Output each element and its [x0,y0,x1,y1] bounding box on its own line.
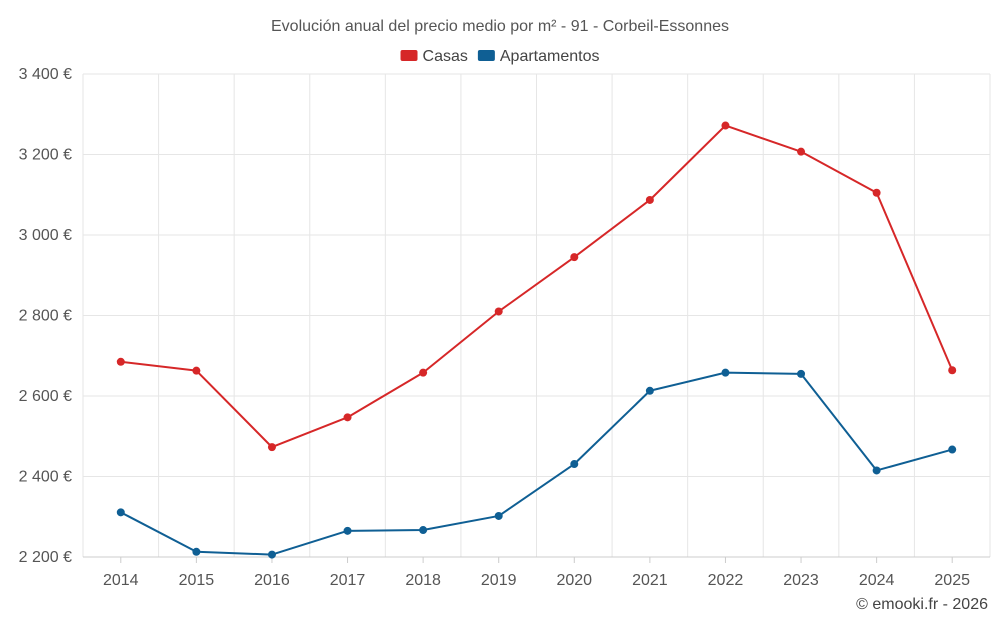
x-tick-label: 2019 [481,572,517,589]
data-point[interactable] [192,366,201,375]
data-point[interactable] [267,443,276,452]
y-axis: 2 200 € 2 400 € 2 600 € 2 800 € 3 000 € 3 200… [19,66,72,566]
credit-text: © emooki.fr - 2026 [856,596,988,613]
x-tick-label: 2015 [179,572,215,589]
x-tick-label: 2020 [556,572,592,589]
data-point[interactable] [343,526,352,535]
y-tick-label: 2 800 € [19,308,72,325]
x-tick-label: 2017 [330,572,366,589]
data-point[interactable] [494,307,503,316]
data-point[interactable] [797,369,806,378]
series-apartamentos [116,368,957,559]
data-point[interactable] [645,386,654,395]
legend-item[interactable]: Apartamentos [477,48,600,65]
data-point[interactable] [419,526,428,535]
x-tick-label: 2014 [103,572,139,589]
legend-label: Apartamentos [500,48,600,65]
data-point[interactable] [872,188,881,197]
x-tick-label: 2021 [632,572,668,589]
legend: Casas Apartamentos [400,48,600,65]
data-point[interactable] [948,366,957,375]
data-point[interactable] [419,368,428,377]
x-tick-label: 2024 [859,572,895,589]
chart-title: Evolución anual del precio medio por m² … [271,18,729,35]
y-tick-label: 3 200 € [19,147,72,164]
x-tick-label: 2023 [783,572,819,589]
y-tick-label: 2 600 € [19,388,72,405]
data-point[interactable] [721,368,730,377]
series-line [120,371,953,556]
y-tick-label: 2 200 € [19,549,72,566]
data-point[interactable] [570,253,579,262]
data-point[interactable] [797,147,806,156]
legend-swatch [477,50,495,61]
data-point[interactable] [116,357,125,366]
series-line [120,124,954,449]
data-point[interactable] [494,511,503,520]
y-tick-label: 3 000 € [19,227,72,244]
legend-label: Casas [423,48,468,65]
data-point[interactable] [116,508,125,517]
legend-swatch [400,50,418,61]
data-point[interactable] [872,466,881,475]
x-tick-label: 2018 [405,572,441,589]
x-tick-label: 2016 [254,572,290,589]
x-axis: 2014 2015 2016 2017 2018 2019 2020 2021 2022 2023… [83,556,990,589]
data-point[interactable] [267,550,276,559]
series-casas [116,121,957,452]
data-point[interactable] [721,121,730,130]
series-layer [116,121,957,559]
y-tick-label: 2 400 € [19,469,72,486]
y-tick-label: 3 400 € [19,66,72,83]
data-point[interactable] [192,547,201,556]
x-tick-label: 2025 [934,572,970,589]
data-point[interactable] [948,445,957,454]
x-tick-label: 2022 [708,572,744,589]
data-point[interactable] [343,413,352,422]
grid [82,73,991,558]
data-point[interactable] [645,195,654,204]
data-point[interactable] [570,460,579,469]
legend-item[interactable]: Casas [400,48,468,65]
